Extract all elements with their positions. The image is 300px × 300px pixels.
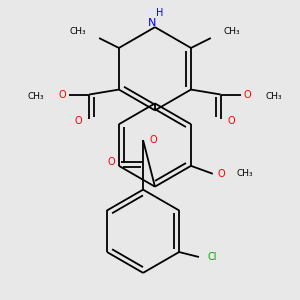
- Text: Cl: Cl: [207, 252, 217, 262]
- Text: CH₃: CH₃: [265, 92, 282, 101]
- Text: O: O: [228, 116, 236, 126]
- Text: N: N: [148, 18, 156, 28]
- Text: O: O: [218, 169, 226, 179]
- Text: CH₃: CH₃: [237, 169, 253, 178]
- Text: H: H: [156, 8, 164, 18]
- Text: CH₃: CH₃: [224, 27, 240, 36]
- Text: CH₃: CH₃: [28, 92, 45, 101]
- Text: O: O: [149, 135, 157, 145]
- Text: O: O: [107, 157, 115, 167]
- Text: O: O: [244, 89, 251, 100]
- Text: CH₃: CH₃: [70, 27, 86, 36]
- Text: O: O: [58, 89, 66, 100]
- Text: O: O: [74, 116, 82, 126]
